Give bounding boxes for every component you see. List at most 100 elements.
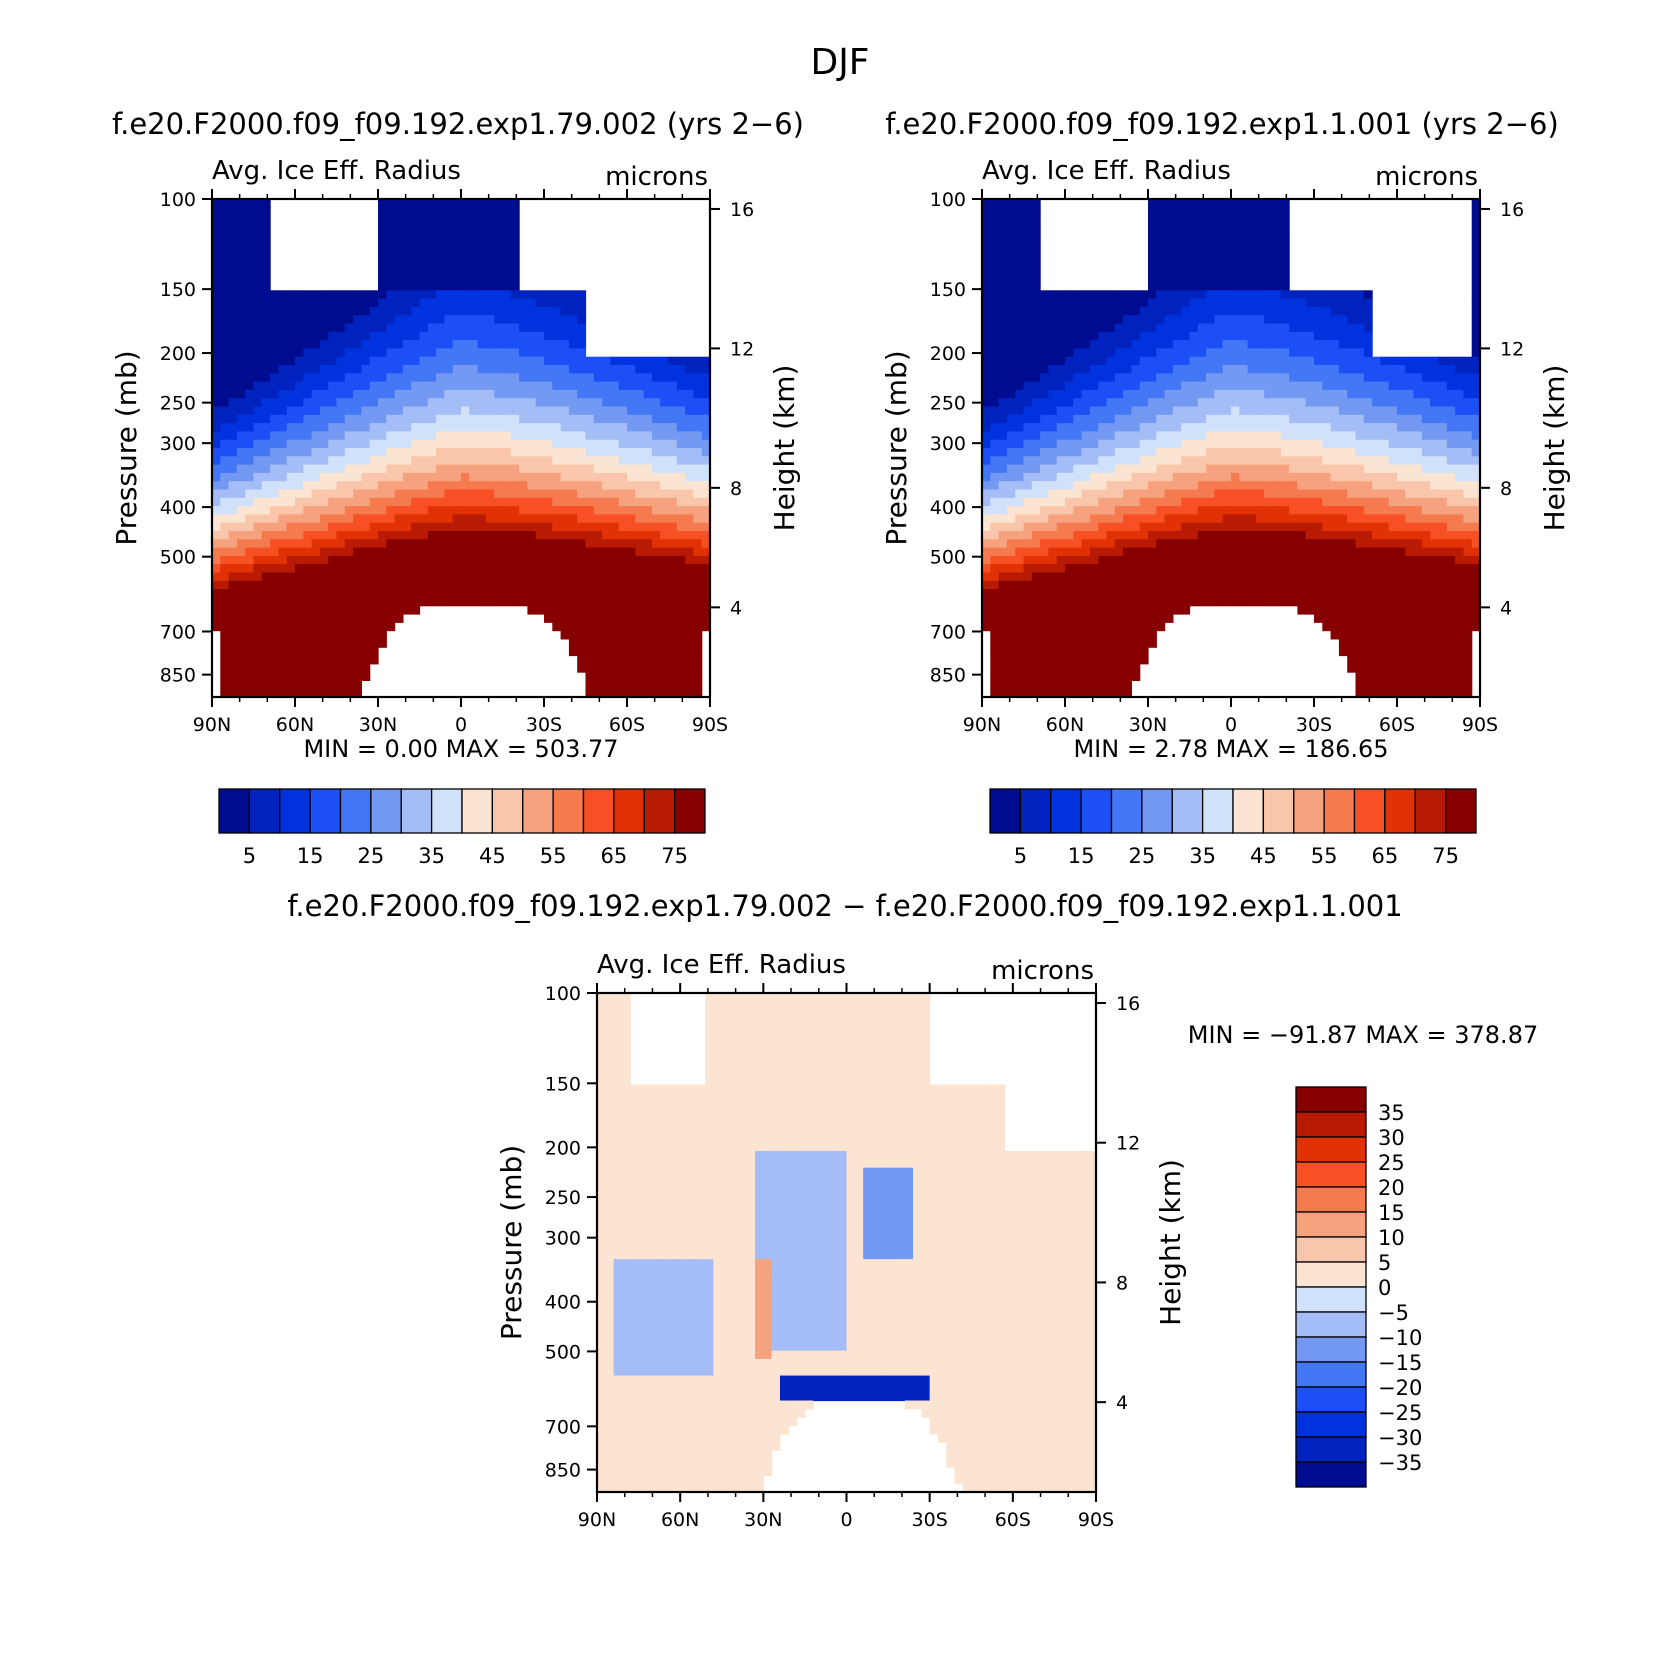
contour-cell (1023, 215, 1033, 225)
contour-cell (361, 298, 371, 308)
contour-cell (1098, 456, 1108, 466)
contour-cell (336, 531, 346, 540)
contour-cell (245, 306, 255, 316)
contour-cell (328, 331, 338, 341)
contour-cell (286, 348, 296, 358)
contour-cell (411, 414, 421, 424)
contour-cell (1081, 547, 1091, 557)
contour-cell (270, 389, 279, 399)
contour-cell (1280, 381, 1290, 391)
contour-cell (1006, 315, 1016, 325)
contour-cell (303, 472, 313, 482)
contour-cell (643, 638, 653, 648)
contour-cell (336, 580, 346, 590)
contour-cell (560, 605, 570, 615)
contour-cell (602, 688, 611, 698)
contour-cell (998, 531, 1008, 540)
contour-cell (461, 597, 470, 607)
contour-cell (510, 564, 520, 574)
contour-cell (1247, 207, 1257, 217)
contour-cell (386, 489, 396, 499)
contour-cell (552, 564, 562, 574)
contour-cell (1139, 514, 1149, 524)
contour-cell (270, 365, 279, 374)
contour-cell (1255, 257, 1265, 266)
contour-cell (1081, 398, 1091, 408)
contour-cell (519, 522, 528, 532)
contour-cell (1048, 506, 1058, 515)
contour-cell (982, 365, 991, 374)
contour-cell (1206, 572, 1215, 582)
contour-cell (212, 414, 221, 424)
contour-cell (469, 356, 479, 366)
contour-cell (1247, 597, 1257, 607)
contour-cell (1280, 481, 1290, 491)
contour-cell (1015, 464, 1025, 474)
contour-cell (319, 331, 329, 341)
contour-cell (635, 373, 645, 383)
contour-cell (261, 215, 271, 225)
contour-cell (635, 547, 645, 557)
contour-cell (469, 597, 479, 607)
contour-cell (651, 489, 661, 499)
contour-cell (361, 456, 371, 466)
contour-cell (1247, 348, 1257, 358)
contour-cell (1305, 497, 1315, 507)
contour-cell (328, 630, 338, 640)
contour-cell (1289, 580, 1298, 590)
contour-cell (1280, 373, 1290, 383)
contour-cell (544, 472, 553, 482)
contour-cell (668, 638, 678, 648)
contour-cell (1172, 472, 1182, 482)
contour-cell (1264, 323, 1274, 333)
contour-cell (303, 306, 313, 316)
contour-cell (1264, 282, 1274, 291)
contour-cell (544, 431, 553, 441)
contour-cell (253, 439, 263, 449)
contour-cell (485, 365, 495, 374)
contour-cell (261, 497, 271, 507)
contour-cell (1081, 572, 1091, 582)
contour-cell (577, 531, 587, 540)
contour-cell (1289, 531, 1298, 540)
contour-cell (610, 506, 620, 515)
contour-cell (577, 423, 587, 432)
contour-cell (610, 605, 620, 615)
contour-cell (1289, 489, 1298, 499)
contour-cell (990, 323, 1000, 333)
contour-cell (494, 514, 504, 524)
contour-cell (693, 647, 703, 657)
contour-cell (1305, 431, 1315, 441)
contour-cell (1114, 389, 1124, 399)
contour-cell (535, 481, 545, 491)
contour-cell (270, 398, 279, 408)
contour-cell (444, 265, 454, 275)
contour-cell (295, 605, 304, 615)
contour-cell (303, 290, 313, 300)
contour-cell (477, 207, 487, 217)
contour-cell (452, 282, 462, 291)
contour-cell (1081, 431, 1091, 441)
contour-cell (1214, 365, 1224, 374)
contour-cell (593, 373, 603, 383)
contour-cell (452, 448, 462, 457)
contour-cell (369, 414, 379, 424)
contour-cell (344, 564, 354, 574)
contour-cell (212, 248, 221, 258)
contour-cell (344, 589, 354, 598)
contour-cell (990, 365, 1000, 374)
contour-cell (485, 448, 495, 457)
contour-cell (1280, 414, 1290, 424)
contour-cell (660, 539, 670, 549)
contour-cell (212, 298, 221, 308)
contour-cell (353, 306, 362, 316)
contour-cell (577, 514, 587, 524)
contour-cell (660, 456, 670, 466)
contour-cell (651, 688, 661, 698)
contour-cell (477, 240, 487, 250)
contour-cell (344, 522, 354, 532)
contour-cell (1289, 423, 1298, 432)
contour-cell (1031, 439, 1041, 449)
contour-cell (1314, 580, 1323, 590)
contour-cell (1231, 373, 1240, 383)
